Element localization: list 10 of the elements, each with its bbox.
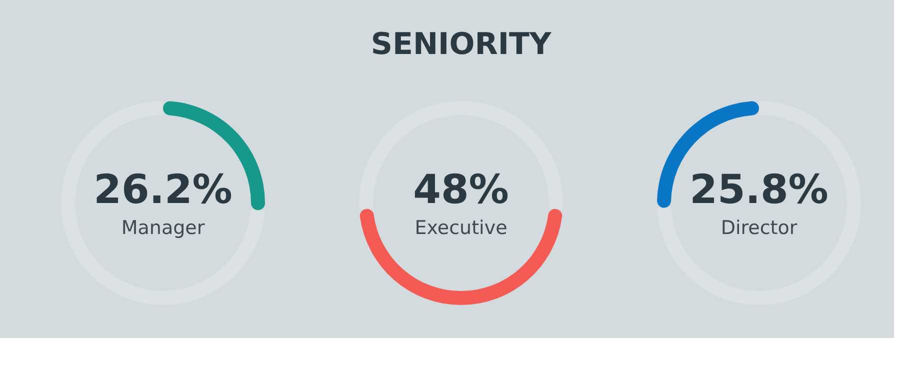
chart-title: SENIORITY xyxy=(370,27,552,62)
slice-label: Director xyxy=(720,217,798,239)
data-label: 48% xyxy=(413,167,509,213)
donut-slice xyxy=(360,208,562,305)
donut-slice xyxy=(657,101,861,305)
slice-label: Manager xyxy=(121,217,205,239)
data-label: 25.8% xyxy=(690,167,828,213)
slice-label: Executive xyxy=(414,217,508,239)
data-label: 26.2% xyxy=(94,167,232,213)
donut-slice xyxy=(61,101,265,305)
